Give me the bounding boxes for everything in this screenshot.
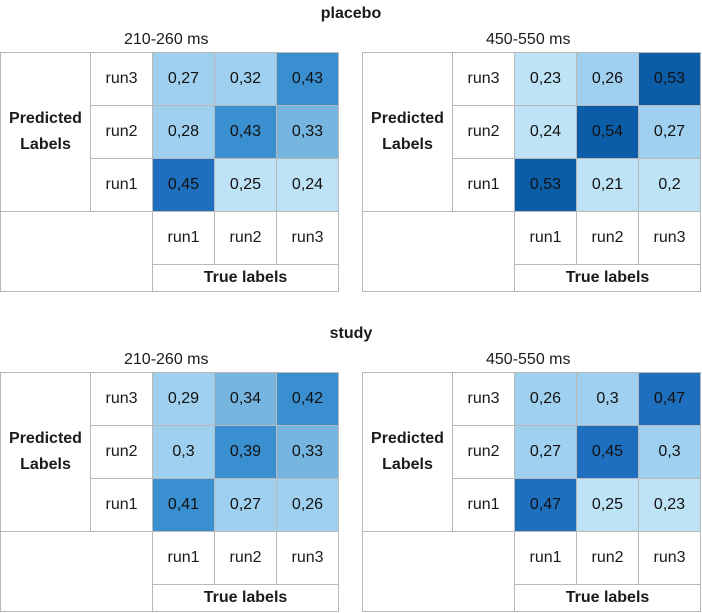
row-label: run2 — [452, 105, 515, 159]
matrix-cell: 0,34 — [214, 372, 277, 426]
predicted-labels-axis-title: Predicted Labels — [362, 52, 453, 212]
matrix-cell: 0,47 — [638, 372, 701, 426]
matrix-cell: 0,43 — [214, 105, 277, 159]
matrix-cell: 0,54 — [576, 105, 639, 159]
matrix-cell: 0,26 — [576, 52, 639, 106]
matrix-cell: 0,27 — [514, 425, 577, 479]
col-label: run2 — [214, 211, 277, 265]
matrix-cell: 0,3 — [576, 372, 639, 426]
matrix-cell: 0,53 — [638, 52, 701, 106]
time-label: 450-550 ms — [486, 351, 571, 368]
matrix-cell: 0,29 — [152, 372, 215, 426]
confusion-matrix: Predicted Labels run3 0,29 0,34 0,42 run2… — [0, 372, 339, 612]
matrix-cell: 0,3 — [638, 425, 701, 479]
true-labels-axis-title: True labels — [152, 264, 339, 292]
empty-corner — [0, 531, 153, 612]
matrix-cell: 0,28 — [152, 105, 215, 159]
matrix-cell: 0,21 — [576, 158, 639, 212]
matrix-cell: 0,2 — [638, 158, 701, 212]
row-label: run3 — [90, 372, 153, 426]
matrix-cell: 0,24 — [514, 105, 577, 159]
col-label: run2 — [576, 211, 639, 265]
matrix-cell: 0,25 — [576, 478, 639, 532]
time-label: 450-550 ms — [486, 31, 571, 48]
row-label: run3 — [452, 372, 515, 426]
matrix-cell: 0,43 — [276, 52, 339, 106]
confusion-matrix: Predicted Labels run3 0,23 0,26 0,53 run2… — [362, 52, 701, 292]
predicted-labels-axis-title: Predicted Labels — [0, 372, 91, 532]
matrix-cell: 0,23 — [638, 478, 701, 532]
col-label: run1 — [514, 211, 577, 265]
col-label: run1 — [152, 211, 215, 265]
empty-corner — [0, 211, 153, 292]
col-label: run2 — [576, 531, 639, 585]
matrix-cell: 0,26 — [514, 372, 577, 426]
confusion-matrix: Predicted Labels run3 0,26 0,3 0,47 run2 … — [362, 372, 701, 612]
group-title-placebo: placebo — [320, 5, 382, 22]
col-label: run3 — [638, 531, 701, 585]
matrix-cell: 0,27 — [638, 105, 701, 159]
matrix-cell: 0,27 — [214, 478, 277, 532]
confusion-matrix: Predicted Labels run3 0,27 0,32 0,43 run2… — [0, 52, 339, 292]
true-labels-axis-title: True labels — [152, 584, 339, 612]
empty-corner — [362, 531, 515, 612]
row-label: run2 — [90, 425, 153, 479]
row-label: run3 — [452, 52, 515, 106]
col-label: run3 — [276, 531, 339, 585]
matrix-cell: 0,33 — [276, 425, 339, 479]
col-label: run3 — [638, 211, 701, 265]
row-label: run1 — [452, 158, 515, 212]
row-label: run1 — [452, 478, 515, 532]
matrix-cell: 0,45 — [576, 425, 639, 479]
time-label: 210-260 ms — [124, 31, 209, 48]
matrix-cell: 0,42 — [276, 372, 339, 426]
matrix-cell: 0,27 — [152, 52, 215, 106]
time-label: 210-260 ms — [124, 351, 209, 368]
matrix-cell: 0,25 — [214, 158, 277, 212]
empty-corner — [362, 211, 515, 292]
row-label: run1 — [90, 478, 153, 532]
row-label: run2 — [452, 425, 515, 479]
matrix-cell: 0,32 — [214, 52, 277, 106]
matrix-cell: 0,3 — [152, 425, 215, 479]
matrix-cell: 0,39 — [214, 425, 277, 479]
true-labels-axis-title: True labels — [514, 264, 701, 292]
row-label: run1 — [90, 158, 153, 212]
group-title-study: study — [329, 325, 373, 342]
matrix-cell: 0,41 — [152, 478, 215, 532]
true-labels-axis-title: True labels — [514, 584, 701, 612]
row-label: run2 — [90, 105, 153, 159]
matrix-cell: 0,26 — [276, 478, 339, 532]
matrix-cell: 0,24 — [276, 158, 339, 212]
matrix-cell: 0,33 — [276, 105, 339, 159]
matrix-cell: 0,23 — [514, 52, 577, 106]
matrix-cell: 0,45 — [152, 158, 215, 212]
col-label: run1 — [152, 531, 215, 585]
row-label: run3 — [90, 52, 153, 106]
col-label: run3 — [276, 211, 339, 265]
matrix-cell: 0,53 — [514, 158, 577, 212]
predicted-labels-axis-title: Predicted Labels — [362, 372, 453, 532]
predicted-labels-axis-title: Predicted Labels — [0, 52, 91, 212]
col-label: run1 — [514, 531, 577, 585]
matrix-cell: 0,47 — [514, 478, 577, 532]
col-label: run2 — [214, 531, 277, 585]
